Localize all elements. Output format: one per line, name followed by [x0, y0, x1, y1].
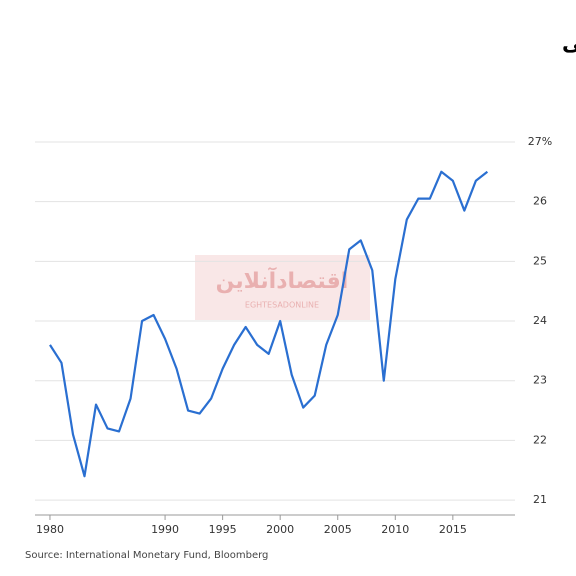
x-tick-label: 1980 [36, 523, 64, 536]
x-tick-label: 2015 [439, 523, 467, 536]
y-tick-label: 25 [533, 254, 547, 267]
y-tick-label: 27% [528, 135, 552, 148]
x-tick-label: 2005 [324, 523, 352, 536]
x-tick-label: 1995 [209, 523, 237, 536]
data-line [49, 170, 489, 478]
x-tick-label: 1990 [151, 523, 179, 536]
watermark: اقتصادآنلاین [216, 266, 349, 294]
chart-title: میزان پس‌انداز جهانی، بر اساس درصد تولید… [562, 31, 576, 55]
watermark-box [195, 255, 370, 320]
y-tick-label: 26 [533, 195, 547, 208]
watermark-sub: EGHTESADONLINE [245, 301, 319, 310]
source: Source: International Monetary Fund, Blo… [25, 550, 268, 561]
y-tick-label: 22 [533, 433, 547, 446]
y-tick-label: 21 [533, 493, 547, 506]
y-tick-label: 23 [533, 374, 547, 387]
y-tick-label: 24 [533, 314, 547, 327]
x-tick-label: 2010 [381, 523, 409, 536]
x-tick-label: 2000 [266, 523, 294, 536]
